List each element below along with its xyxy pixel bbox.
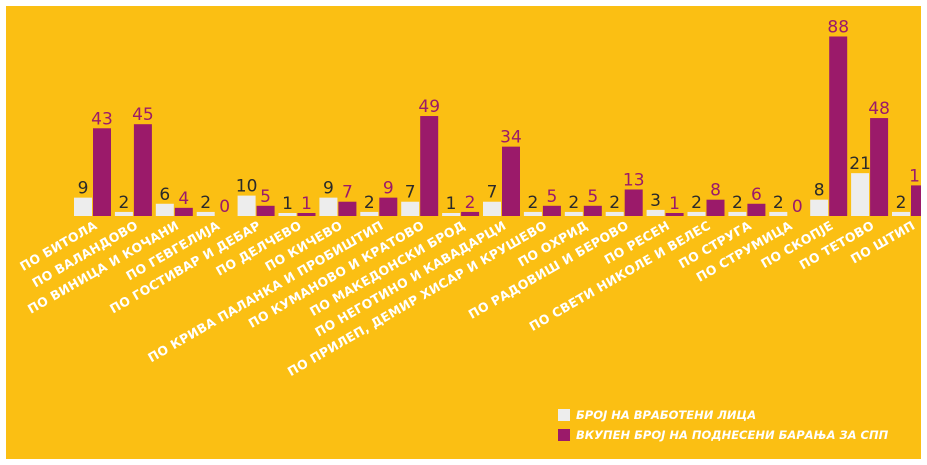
- bar-requests: [665, 213, 684, 216]
- bar-requests: [583, 205, 602, 216]
- value-label-employees: 9: [323, 179, 334, 199]
- value-label-requests: 88: [827, 17, 849, 37]
- bar-employees: [401, 201, 420, 216]
- value-label-requests: 49: [418, 97, 440, 117]
- bar-requests: [297, 213, 316, 216]
- value-label-requests: 8: [710, 181, 721, 201]
- bar-requests: [461, 211, 480, 216]
- bar-employees: [687, 211, 706, 216]
- value-label-requests: 6: [751, 185, 762, 205]
- value-label-employees: 2: [896, 193, 907, 213]
- value-label-employees: 2: [118, 193, 129, 213]
- bar-employees: [360, 211, 379, 216]
- value-label-employees: 10: [236, 177, 258, 197]
- value-label-requests: 5: [260, 187, 271, 207]
- bar-requests: [747, 203, 766, 216]
- value-label-requests: 1: [669, 194, 680, 214]
- value-label-employees: 2: [732, 193, 743, 213]
- value-label-employees: 7: [487, 183, 498, 203]
- value-label-requests: 5: [546, 187, 557, 207]
- legend-swatch-requests: [558, 429, 570, 441]
- bar-requests: [624, 189, 643, 216]
- bar-requests: [256, 205, 275, 216]
- bar-employees: [155, 203, 174, 216]
- bars-layer: [74, 36, 921, 217]
- legend-label-requests: ВКУПЕН БРОЈ НА ПОДНЕСЕНИ БАРАЊА ЗА СПП: [576, 428, 889, 442]
- bar-requests: [502, 146, 520, 216]
- value-label-employees: 7: [405, 183, 416, 203]
- bar-requests: [911, 185, 921, 216]
- bar-employees: [728, 211, 747, 216]
- value-label-employees: 1: [446, 194, 457, 214]
- value-label-employees: 21: [849, 154, 871, 174]
- value-label-requests: 15: [909, 166, 921, 186]
- bar-requests: [338, 201, 357, 216]
- bar-requests: [379, 197, 398, 216]
- value-label-requests: 43: [91, 109, 113, 129]
- bar-employees: [237, 195, 256, 216]
- value-label-requests: 48: [868, 99, 890, 119]
- bar-employees: [851, 173, 870, 216]
- value-label-requests: 1: [301, 194, 312, 214]
- value-label-requests: 13: [623, 170, 645, 190]
- bar-employees: [646, 209, 665, 216]
- bar-employees: [892, 211, 910, 216]
- value-label-employees: 2: [691, 193, 702, 213]
- value-label-employees: 2: [200, 193, 211, 213]
- value-label-employees: 2: [773, 193, 784, 213]
- value-label-requests: 4: [178, 189, 189, 209]
- value-label-requests: 45: [132, 105, 154, 125]
- bar-requests: [706, 199, 725, 216]
- value-label-employees: 8: [814, 181, 825, 201]
- bar-requests: [420, 116, 439, 216]
- bar-requests: [542, 205, 561, 216]
- bar-employees: [483, 201, 501, 216]
- bar-employees: [810, 199, 829, 216]
- legend: БРОЈ НА ВРАБОТЕНИ ЛИЦА ВКУПЕН БРОЈ НА ПО…: [558, 408, 889, 442]
- value-label-requests: 0: [792, 197, 803, 217]
- bar-employees: [196, 211, 215, 216]
- bar-requests: [829, 36, 848, 217]
- value-label-requests: 5: [587, 187, 598, 207]
- bar-employees: [278, 213, 297, 216]
- value-label-employees: 6: [159, 185, 170, 205]
- value-label-requests: 34: [500, 128, 522, 148]
- value-label-requests: 9: [383, 179, 394, 199]
- bar-requests: [93, 128, 111, 216]
- legend-label-employees: БРОЈ НА ВРАБОТЕНИ ЛИЦА: [576, 408, 756, 422]
- bar-employees: [523, 211, 542, 216]
- bar-employees: [114, 211, 133, 216]
- bar-employees: [769, 211, 788, 216]
- value-label-employees: 2: [568, 193, 579, 213]
- bar-employees: [74, 197, 92, 216]
- bar-employees: [442, 213, 461, 216]
- bar-employees: [605, 211, 624, 216]
- value-label-requests: 7: [342, 183, 353, 203]
- value-label-requests: 0: [219, 197, 230, 217]
- value-label-employees: 2: [527, 193, 538, 213]
- bar-requests: [174, 207, 193, 216]
- value-label-employees: 2: [609, 193, 620, 213]
- value-label-requests: 2: [465, 193, 476, 213]
- value-label-employees: 9: [78, 179, 89, 199]
- bar-requests: [870, 118, 889, 216]
- legend-swatch-employees: [558, 409, 570, 421]
- value-label-employees: 1: [282, 194, 293, 214]
- bar-employees: [319, 197, 338, 216]
- bar-requests: [133, 124, 152, 216]
- bar-employees: [564, 211, 583, 216]
- chart-panel: 9 43 2 45 6 4 2 0 10 5 1 1 9 7 2 9 7 49 1 2 7 34 2 5 2 5 2 13 3 1 2 8 2 6…: [6, 6, 921, 459]
- value-label-employees: 2: [364, 193, 375, 213]
- value-label-employees: 3: [650, 191, 661, 211]
